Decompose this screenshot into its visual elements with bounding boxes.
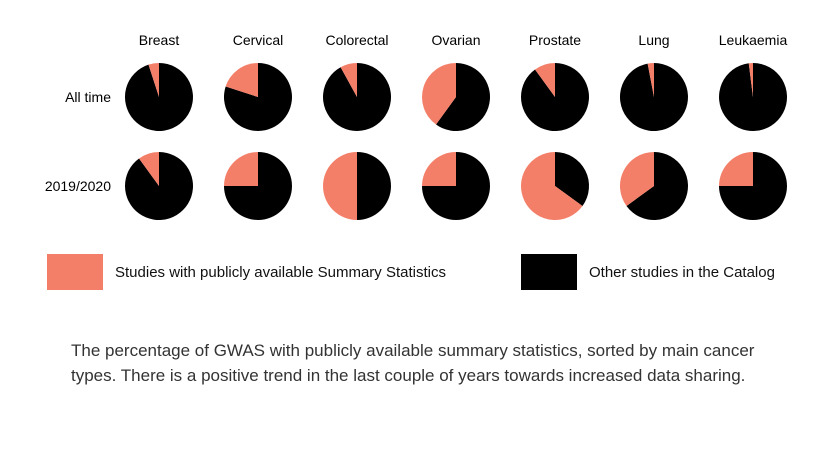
pie	[719, 62, 788, 131]
legend-label-public: Studies with publicly available Summary …	[115, 263, 446, 281]
pie-slice-other	[626, 152, 688, 221]
pie-slice-public	[224, 152, 258, 186]
pie	[422, 152, 490, 220]
pie-slice-public	[748, 63, 753, 97]
pie-slice-public	[340, 63, 357, 97]
pie-slice-other	[323, 63, 392, 131]
pie-slice-public	[647, 62, 654, 97]
pie	[323, 63, 392, 131]
pie-slice-other	[223, 63, 292, 132]
pie-slice-other	[719, 62, 788, 131]
pie	[719, 152, 787, 220]
pie	[223, 62, 292, 132]
pie-slice-public	[719, 152, 753, 186]
column-label: Colorectal	[325, 32, 388, 48]
pie-slice-other	[555, 152, 589, 206]
column-label: Cervical	[233, 32, 284, 48]
pie	[521, 63, 589, 132]
column-label: Leukaemia	[719, 32, 788, 48]
pie	[124, 62, 193, 131]
pie	[619, 62, 688, 131]
pie-slice-public	[225, 62, 258, 97]
pie-slice-other	[125, 152, 194, 220]
pie-slice-public	[139, 152, 159, 186]
pie	[421, 63, 491, 131]
pie-slice-other	[521, 63, 589, 132]
legend-item-public: Studies with publicly available Summary …	[47, 254, 446, 290]
legend-swatch-other	[521, 254, 577, 290]
pie-slice-public	[421, 63, 456, 125]
pie-slice-other	[436, 63, 491, 131]
column-label: Breast	[139, 32, 180, 48]
pie	[125, 152, 194, 220]
column-label: Lung	[638, 32, 669, 48]
legend-label-other: Other studies in the Catalog	[589, 263, 775, 281]
pie	[619, 152, 688, 221]
pie	[520, 152, 589, 220]
figure-caption: The percentage of GWAS with publicly ava…	[71, 341, 755, 385]
pie-slice-other	[124, 63, 193, 131]
column-label: Ovarian	[431, 32, 480, 48]
pie-slice-public	[520, 152, 583, 220]
pie-grid-chart: Breast Cervical Colorectal Ovarian Prostate L…	[45, 32, 788, 221]
pie-slice-public	[535, 63, 555, 97]
column-label: Prostate	[529, 32, 581, 48]
legend-swatch-public	[47, 254, 103, 290]
row-label: 2019/2020	[45, 178, 111, 194]
pie	[323, 152, 391, 220]
legend-item-other: Other studies in the Catalog	[521, 254, 775, 290]
row-label: All time	[65, 89, 111, 105]
pie-slice-public	[323, 152, 357, 220]
pie-slice-public	[148, 62, 159, 97]
pie-slice-public	[422, 152, 456, 186]
pie	[224, 152, 292, 220]
pie-slice-other	[619, 63, 688, 131]
pie-slice-public	[619, 152, 654, 206]
pie-slice-other	[357, 152, 391, 220]
